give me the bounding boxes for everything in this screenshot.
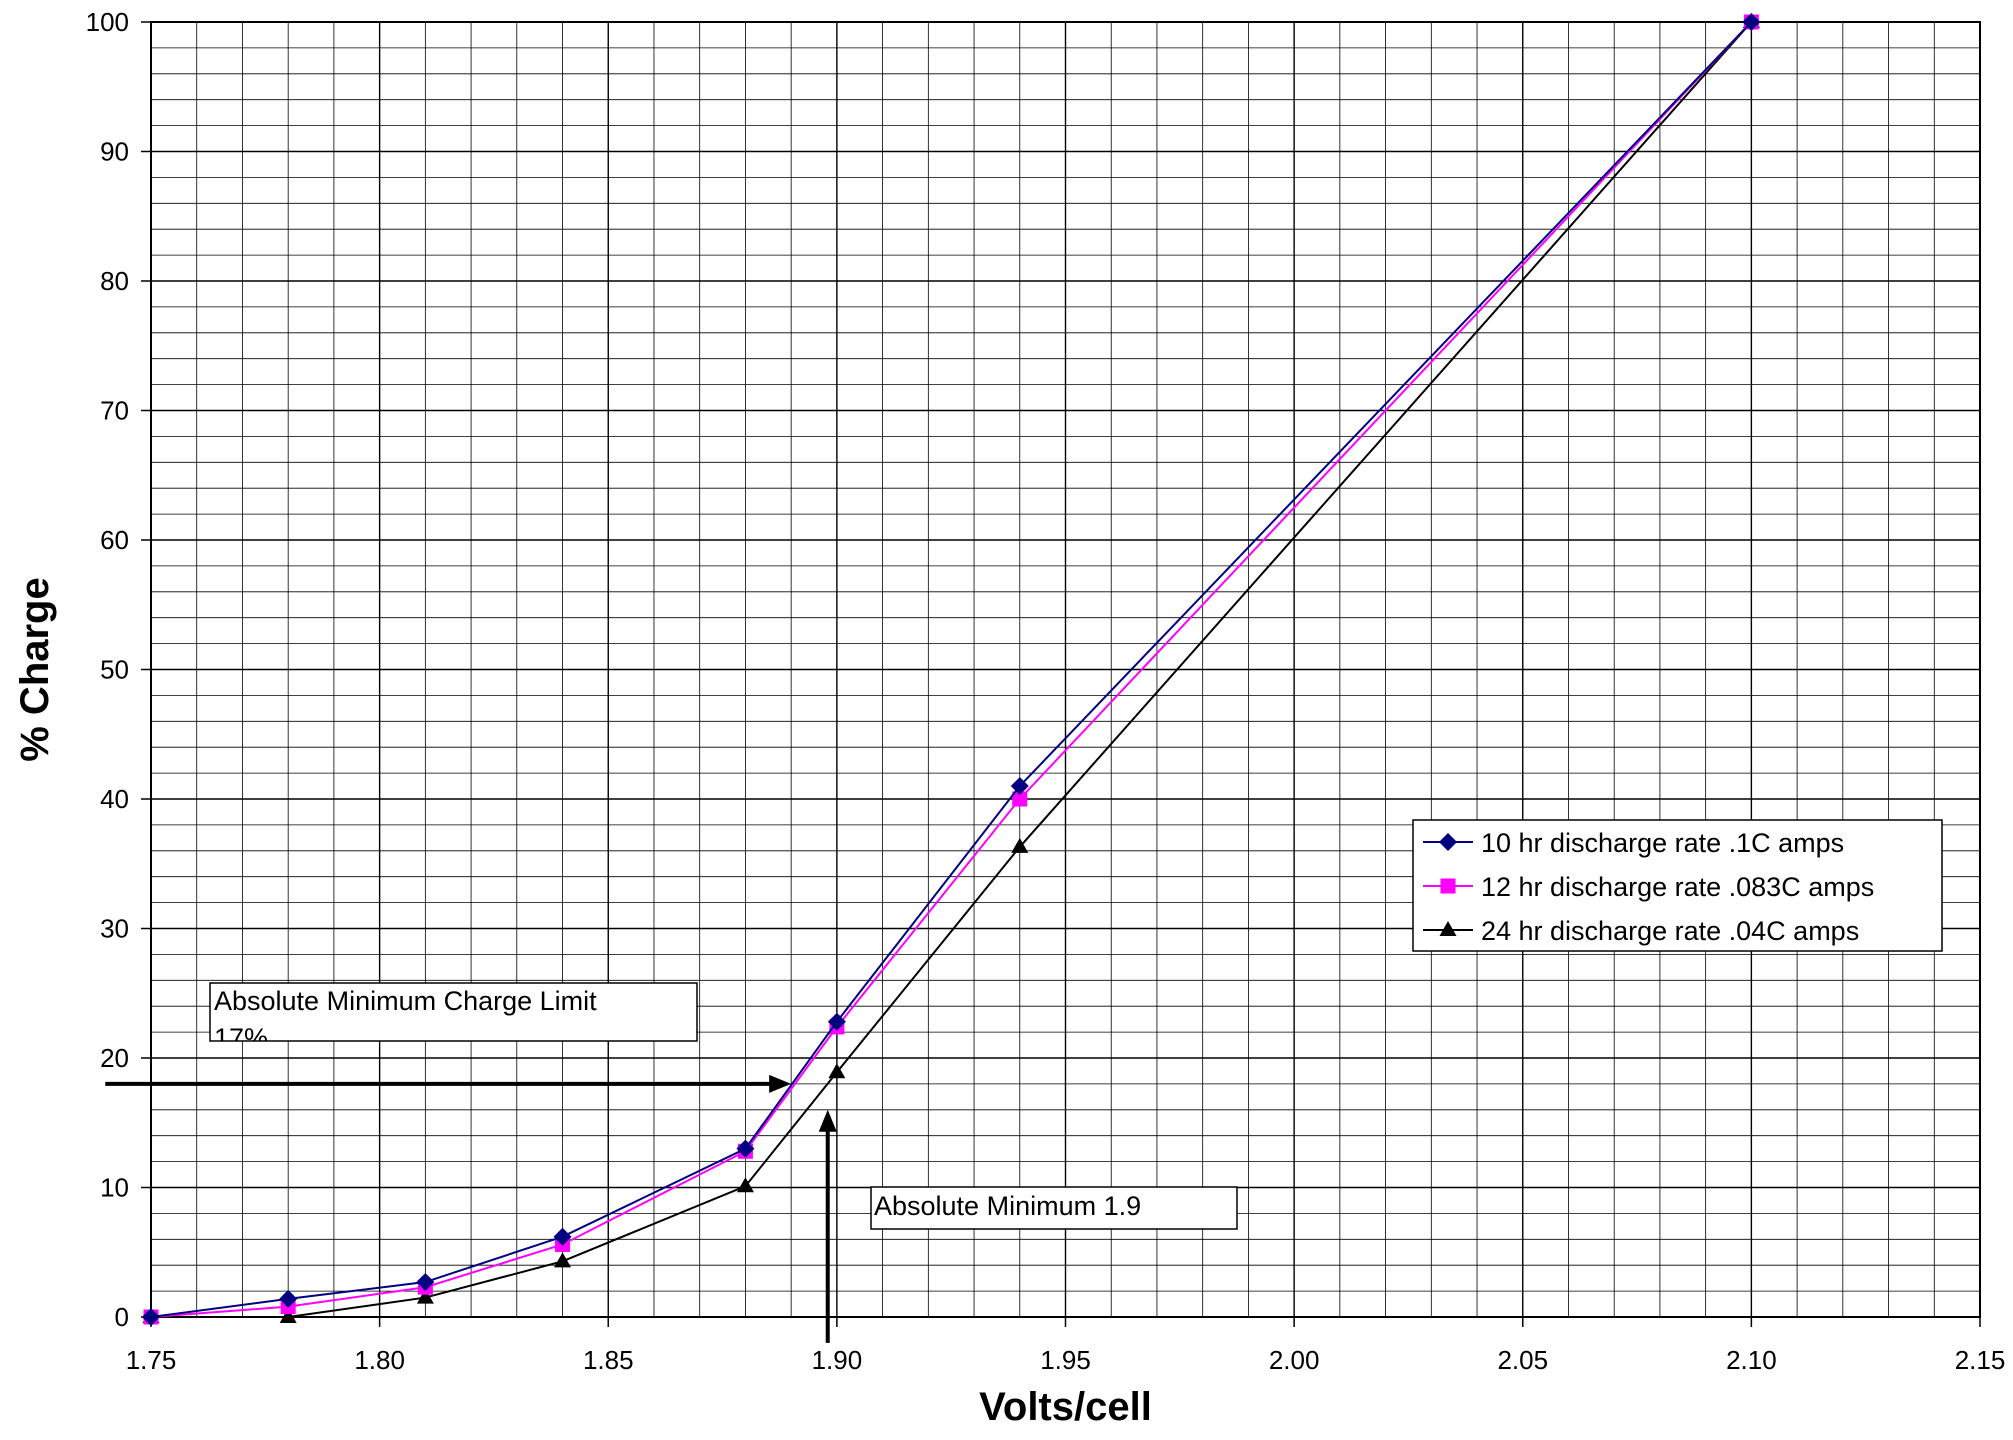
legend-marker (1439, 833, 1457, 851)
series-1 (142, 13, 1761, 1326)
data-point (828, 1063, 846, 1079)
x-axis-title: Volts/cell (979, 1385, 1152, 1429)
annotation-min-volts-unit: V (874, 1223, 892, 1253)
x-tick-label: 1.85 (583, 1345, 634, 1375)
y-tick-label: 40 (100, 784, 129, 814)
data-point (142, 1308, 160, 1326)
y-tick-label: 10 (100, 1173, 129, 1203)
legend-items: 10 hr discharge rate .1C amps 12 hr disch… (1423, 828, 1874, 946)
series-3 (142, 13, 1760, 1323)
annotation-charge-limit-box (209, 982, 698, 1042)
x-tick-label: 2.15 (1955, 1345, 2006, 1375)
y-tick-label: 20 (100, 1043, 129, 1073)
data-point (416, 1288, 434, 1304)
y-tick-label: 60 (100, 525, 129, 555)
y-tick-labels: 0 10 20 30 40 50 60 70 80 90 100 (86, 7, 151, 1332)
data-point (279, 1289, 298, 1308)
y-tick-label: 30 (100, 914, 129, 944)
annotation-charge-limit: Absolute Minimum Charge Limit 17% (105, 982, 792, 1093)
y-tick-label: 0 (115, 1302, 129, 1332)
data-point (1012, 791, 1028, 807)
x-tick-label: 1.80 (354, 1345, 405, 1375)
major-grid (151, 22, 1980, 1317)
series-line (150, 21, 1753, 1318)
legend-marker (1439, 921, 1457, 936)
annotation-charge-limit-arrowhead (769, 1074, 792, 1093)
y-tick-label: 50 (100, 655, 129, 685)
legend-label: 12 hr discharge rate .083C amps (1481, 872, 1874, 902)
data-point (1010, 777, 1029, 796)
x-tick-label: 2.00 (1269, 1345, 1320, 1375)
x-tick-label: 1.95 (1040, 1345, 1091, 1375)
annotation-charge-limit-text: Absolute Minimum Charge Limit (214, 986, 597, 1016)
series-line (150, 21, 1753, 1318)
data-point (736, 1139, 755, 1158)
y-tick-label: 90 (100, 137, 129, 167)
legend-label: 24 hr discharge rate .04C amps (1481, 916, 1859, 946)
legend: 10 hr discharge rate .1C amps 12 hr disch… (1412, 819, 1943, 952)
data-point (1742, 13, 1761, 31)
x-tick-label: 1.90 (812, 1345, 863, 1375)
data-point (279, 1308, 297, 1323)
data-point (827, 1012, 846, 1031)
data-point (553, 1227, 572, 1246)
data-point (1011, 837, 1029, 853)
annotation-min-volts-box (870, 1186, 1238, 1230)
x-tick-label: 2.10 (1726, 1345, 1777, 1375)
y-tick-label: 70 (100, 396, 129, 426)
data-point (416, 1273, 435, 1292)
annotation-min-volts-arrowhead (818, 1109, 837, 1132)
annotation-min-volts-text: Absolute Minimum 1.9 (874, 1191, 1141, 1221)
y-tick-label: 100 (86, 7, 129, 37)
legend-item: 12 hr discharge rate .083C amps (1423, 872, 1874, 902)
x-tick-label: 1.75 (126, 1345, 177, 1375)
data-point (736, 1177, 754, 1193)
series-line (151, 21, 1753, 1318)
annotation-min-volts: Absolute Minimum 1.9 V (818, 1109, 1238, 1343)
legend-label: 10 hr discharge rate .1C amps (1481, 828, 1844, 858)
annotation-charge-limit-value: 17% (214, 1023, 268, 1053)
series-group (142, 13, 1761, 1326)
y-tick-label: 80 (100, 266, 129, 296)
legend-box (1412, 819, 1943, 952)
legend-item: 24 hr discharge rate .04C amps (1423, 916, 1859, 946)
legend-marker (1440, 878, 1456, 894)
x-tick-label: 2.05 (1497, 1345, 1548, 1375)
legend-item: 10 hr discharge rate .1C amps (1423, 828, 1844, 858)
data-point (554, 1252, 572, 1268)
x-tick-labels: 1.75 1.80 1.85 1.90 1.95 2.00 2.05 2.10 2.15 (126, 1317, 2006, 1375)
y-axis-title: % Charge (13, 577, 57, 762)
